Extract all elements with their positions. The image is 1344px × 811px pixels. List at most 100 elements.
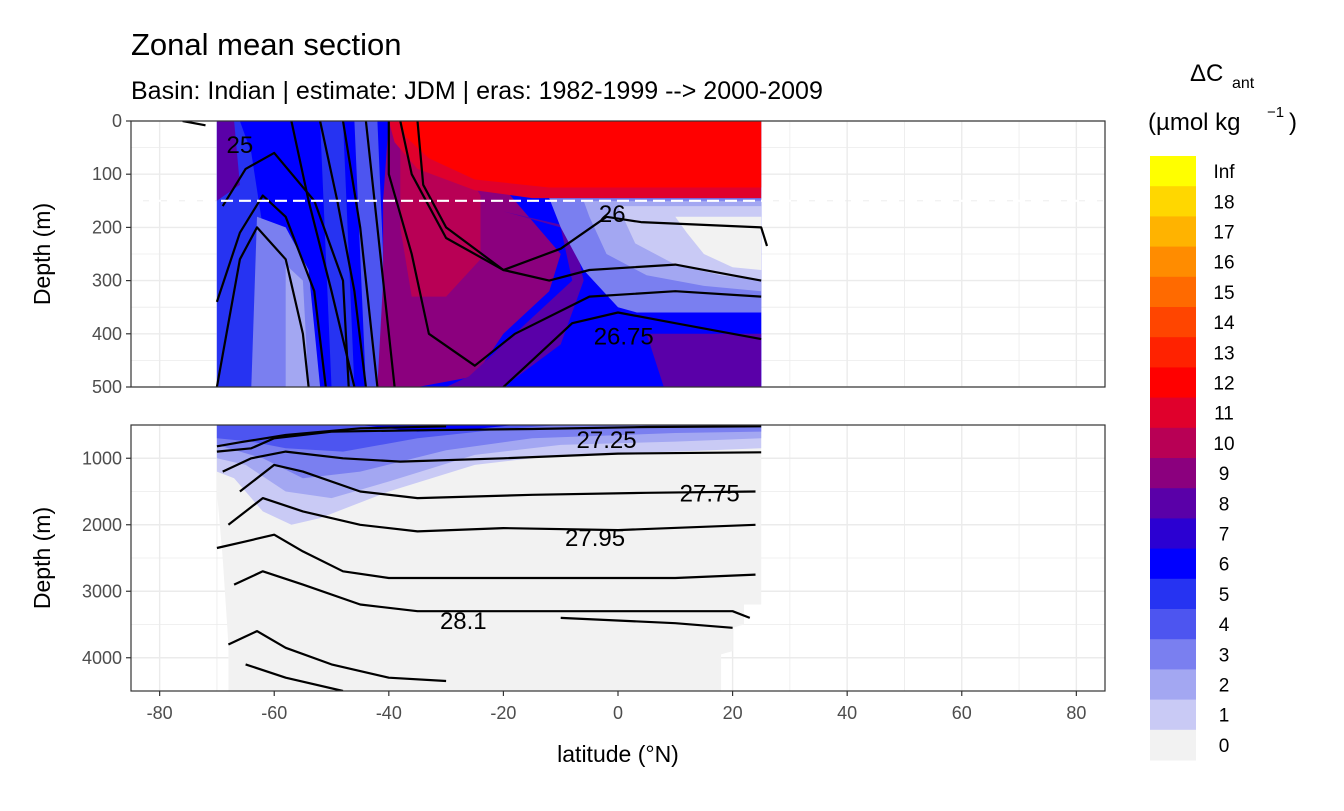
isopycnal-contour: [239, 463, 756, 500]
x-tick-label: 60: [952, 703, 972, 723]
legend-swatch: [1150, 427, 1196, 459]
contour-label: 27.75: [680, 480, 740, 507]
legend-label: 12: [1213, 374, 1234, 395]
panel-upper: 25 26 26.75 0 100 200 300 400 500 Depth (m): [29, 111, 1106, 397]
panel-lower: 27.25 27.75 27.95 28.1 1000 2000 3000 4000 Depth…: [29, 424, 1106, 692]
legend-swatch: [1150, 729, 1196, 761]
legend-label: 4: [1219, 615, 1230, 636]
x-tick-label: 40: [837, 703, 857, 723]
legend-swatch: [1150, 397, 1196, 429]
legend-swatch: [1150, 186, 1196, 217]
legend-label: 16: [1213, 253, 1234, 274]
legend-swatch: [1150, 156, 1196, 187]
field-region: [646, 333, 762, 387]
x-tick-label: 80: [1066, 703, 1086, 723]
y-tick-label: 100: [92, 164, 122, 184]
legend-label: 3: [1219, 645, 1230, 666]
isopycnal-contour: [245, 663, 344, 691]
legend-label: 15: [1213, 283, 1234, 304]
y-tick-label: 3000: [82, 581, 122, 601]
isopycnal-contour: [216, 425, 447, 448]
y-tick-label: 0: [112, 111, 122, 131]
legend-units-exponent: −1: [1267, 104, 1284, 121]
legend-swatch: [1150, 458, 1196, 489]
legend-label: 14: [1213, 313, 1235, 334]
data-layer: 25 26 26.75: [131, 121, 1105, 387]
isopycnal-contour: [416, 121, 762, 282]
y-tick-label: 300: [92, 271, 122, 291]
field-4: [216, 425, 561, 452]
field-region: [285, 264, 309, 387]
x-axis: -80 -60 -40 -20 0 20 40 60 80: [147, 691, 1086, 723]
x-tick-label: -20: [490, 703, 516, 723]
y-tick-label: 4000: [82, 648, 122, 668]
contour-label: 26: [599, 201, 626, 228]
legend-swatch: [1150, 548, 1196, 580]
legend-swatch: [1150, 307, 1196, 338]
legend-label: 6: [1219, 555, 1230, 576]
legend: ΔC ant(µmol kg −1)Inf181716151413121110987…: [1148, 60, 1297, 761]
legend-swatch: [1150, 699, 1196, 731]
isopycnal-contour: [502, 311, 762, 387]
legend-swatch: [1150, 367, 1196, 399]
isopycnal-contour: [182, 121, 206, 127]
legend-swatch: [1150, 669, 1196, 701]
data-layer: 27.25 27.75 27.95 28.1: [216, 425, 762, 691]
isopycnal-contour: [290, 121, 356, 387]
x-tick-label: -80: [147, 703, 173, 723]
field-0: [675, 216, 762, 270]
legend-label: 17: [1213, 223, 1234, 244]
legend-swatch: [1150, 609, 1196, 640]
x-tick-label: 0: [613, 703, 623, 723]
contour-label: 27.25: [577, 427, 637, 454]
legend-swatch: [1150, 518, 1196, 550]
isopycnal-contour: [319, 121, 367, 387]
field-12: [400, 121, 762, 188]
isopycnal-contour: [227, 630, 447, 683]
y-tick-label: 200: [92, 217, 122, 237]
legend-label: 7: [1219, 525, 1230, 546]
legend-swatch: [1150, 639, 1196, 670]
legend-label: 18: [1213, 192, 1234, 213]
y-tick-label: 500: [92, 377, 122, 397]
isopycnal-contour: [215, 194, 327, 387]
isopycnal-contour: [227, 497, 756, 533]
y-tick-label: 2000: [82, 515, 122, 535]
y-tick-label: 1000: [82, 448, 122, 468]
legend-label: 13: [1213, 343, 1234, 364]
y-tick-label: 400: [92, 324, 122, 344]
legend-swatch: [1150, 216, 1196, 248]
legend-title-subscript: ant: [1232, 75, 1255, 92]
isopycnal-contour: [560, 616, 733, 629]
x-tick-label: -40: [376, 703, 402, 723]
isopycnal-contour: [221, 151, 350, 387]
x-tick-label: -60: [261, 703, 287, 723]
isopycnal-contour: [222, 450, 762, 473]
legend-label: 5: [1219, 585, 1230, 606]
isopycnal-contour: [341, 121, 379, 387]
legend-swatch: [1150, 337, 1196, 368]
contour-label: 27.95: [565, 525, 625, 552]
x-tick-label: 20: [723, 703, 743, 723]
y-axis-title: Depth (m): [29, 203, 55, 305]
legend-label: 10: [1213, 434, 1234, 455]
isopycnal-contour: [216, 533, 756, 580]
isopycnal-contour: [216, 425, 762, 453]
chart-title: Zonal mean section: [131, 27, 402, 62]
isopycnal-contour: [399, 121, 769, 272]
contour-label: 26.75: [594, 323, 654, 350]
legend-label: 8: [1219, 494, 1230, 515]
isopycnal-contour: [215, 226, 310, 387]
field-region: [354, 121, 389, 387]
legend-swatch: [1150, 276, 1196, 308]
legend-label: 0: [1219, 736, 1230, 757]
isopycnal-contour: [364, 121, 396, 387]
chart-subtitle: Basin: Indian | estimate: JDM | eras: 19…: [131, 77, 823, 105]
isopycnal-contour: [233, 570, 751, 619]
contour-label: 28.1: [440, 608, 487, 635]
legend-label: 1: [1219, 706, 1230, 727]
legend-label: 2: [1219, 676, 1230, 697]
x-axis-title: latitude (°N): [557, 741, 679, 767]
